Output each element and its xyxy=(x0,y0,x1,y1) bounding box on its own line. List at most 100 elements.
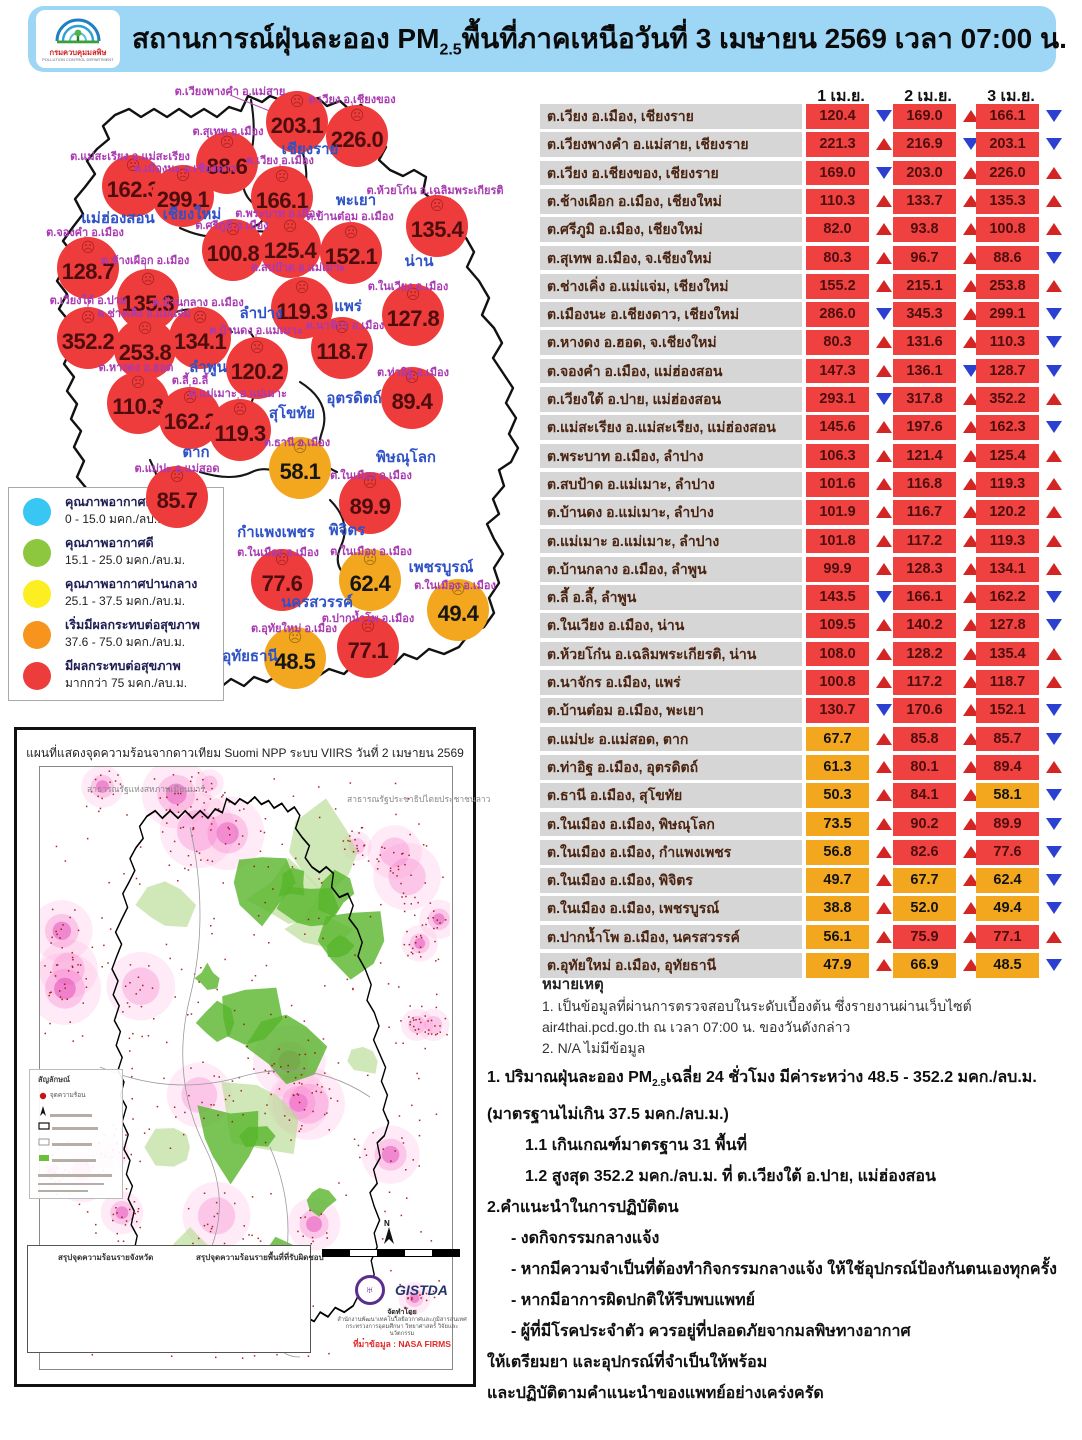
province-label: พิษณุโลก xyxy=(375,449,437,466)
trend-up-icon xyxy=(876,449,892,462)
value-cell: 216.9 xyxy=(893,132,956,158)
station-label: ต.เวียงใต้ อ.ปาย xyxy=(49,295,127,307)
sad-face-icon: ☹ xyxy=(232,401,248,417)
legend-hotspot-label: จุดความร้อน xyxy=(49,1092,86,1099)
summary-line: 1.1 เกินเกณฑ์มาตรฐาน 31 พื้นที่ xyxy=(525,1137,748,1155)
aqi-level-dot xyxy=(23,662,51,690)
summary-block: 1. ปริมาณฝุ่นละออง PM2.5เฉลี่ย 24 ชั่วโม… xyxy=(487,1062,1079,1409)
table-row: ต.จองคำ อ.เมือง, แม่ฮ่องสอน 147.3 136.1 128… xyxy=(540,358,1070,384)
aqi-legend-item: เริ่มมีผลกระทบต่อสุขภาพ 37.6 - 75.0 มคก./… xyxy=(21,617,217,657)
legend-country-border xyxy=(38,1122,98,1132)
station-value: 49.4 xyxy=(437,601,479,626)
station-value: 118.7 xyxy=(316,339,368,364)
table-row: ต.ช่างเคิ่ง อ.แม่แจ่ม, เชียงใหม่ 155.2 215… xyxy=(540,273,1070,299)
station-value: 127.8 xyxy=(386,306,440,331)
station-circle: ☹ 299.1 xyxy=(152,165,214,227)
table-row: ต.หางดง อ.ฮอด, จ.เชียงใหม่ 80.3 131.6 110.3 xyxy=(540,330,1070,356)
summary-line: และปฏิบัติตามคำแนะนำของแพทย์อย่างเคร่งคร… xyxy=(487,1385,824,1403)
trend-up-icon xyxy=(876,364,892,377)
summary-line: - งดกิจกรรมกลางแจ้ง xyxy=(511,1230,660,1248)
aqi-legend-range: 37.6 - 75.0 มคก./ลบ.ม. xyxy=(65,635,186,649)
province-label: พิจิตร xyxy=(328,522,366,539)
legend-forest xyxy=(38,1154,96,1164)
value-cell: 128.2 xyxy=(893,641,956,667)
station-label: ต.บ้านดง อ.แม่เมาะ xyxy=(209,325,303,337)
value-cell: 226.0 xyxy=(976,160,1039,186)
station-name-cell: ต.ห้วยโก๋น อ.เฉลิมพระเกียรติ, น่าน xyxy=(540,641,802,667)
station-circle: ☹ 125.4 xyxy=(259,216,321,278)
value-cell: 121.4 xyxy=(893,443,956,469)
station-value: 89.9 xyxy=(349,494,391,519)
trend-up-icon xyxy=(876,732,892,745)
value-cell: 89.4 xyxy=(976,754,1039,780)
credit-source: ที่มาข้อมูล : NASA FIRMS xyxy=(353,1339,451,1349)
value-cell: 62.4 xyxy=(976,868,1039,893)
value-cell: 286.0 xyxy=(806,302,869,327)
legend-north xyxy=(38,1106,92,1117)
value-cell: 140.2 xyxy=(893,613,956,639)
station-name-cell: ต.ในเวียง อ.เมือง, น่าน xyxy=(540,613,802,639)
station-name-cell: ต.อุทัยใหม่ อ.เมือง, อุทัยธานี xyxy=(540,953,802,978)
sad-face-icon: ☹ xyxy=(450,581,466,597)
pcd-logo-icon xyxy=(55,18,101,44)
station-value: 120.2 xyxy=(230,359,284,384)
station-name-cell: ต.ลี้ อ.ลี้, ลำพูน xyxy=(540,585,802,610)
trend-up-icon xyxy=(1046,647,1062,660)
trend-up-icon xyxy=(876,506,892,519)
table-row: ต.เวียง อ.เชียงของ, เชียงราย 169.0 203.0 22… xyxy=(540,160,1070,186)
station-label: ต.ลี้ อ.ลี้ xyxy=(171,375,209,387)
station-name-cell: ต.ปากน้ำโพ อ.เมือง, นครสวรรค์ xyxy=(540,924,802,950)
country-border-icon xyxy=(38,1122,50,1130)
trend-up-icon xyxy=(963,845,979,858)
station-value: 89.4 xyxy=(391,389,433,414)
hotspot-dot-icon xyxy=(39,1092,47,1100)
station-value: 119.3 xyxy=(276,299,328,324)
value-cell: 61.3 xyxy=(806,754,869,780)
station-value: 135.4 xyxy=(410,217,464,242)
station-value: 88.6 xyxy=(206,154,248,179)
trend-down-icon xyxy=(1046,251,1062,264)
station-label: ต.อุทัยใหม่ อ.เมือง xyxy=(250,623,338,635)
page-title-sub: 2.5 xyxy=(439,41,462,59)
station-name-cell: ต.บ้านกลาง อ.เมือง, ลำพูน xyxy=(540,556,802,582)
trend-up-icon xyxy=(963,251,979,264)
station-label: ต.บ้านกลาง อ.เมือง xyxy=(152,297,244,309)
value-cell: 82.6 xyxy=(893,839,956,865)
table-row: ต.ปากน้ำโพ อ.เมือง, นครสวรรค์ 56.1 75.9 77.… xyxy=(540,924,1070,950)
province-border-icon xyxy=(38,1138,50,1146)
trend-up-icon xyxy=(876,421,892,434)
trend-up-icon xyxy=(963,534,979,547)
sad-face-icon: ☹ xyxy=(192,309,208,325)
aqi-legend-text: คุณภาพอากาศดี 15.1 - 25.0 มคก./ลบ.ม. xyxy=(65,535,185,568)
station-label: ต.ในเมือง อ.เมือง xyxy=(414,580,496,592)
aqi-level-dot xyxy=(23,580,51,608)
sad-face-icon: ☹ xyxy=(294,279,310,295)
trend-up-icon xyxy=(1046,194,1062,207)
province-label: เชียงใหม่ xyxy=(162,206,222,223)
station-value: 119.3 xyxy=(214,421,266,446)
notes-block: หมายเหตุ 1. เป็นข้อมูลที่ผ่านการตรวจสอบใ… xyxy=(542,974,972,1059)
value-cell: 166.1 xyxy=(976,104,1039,129)
station-name-cell: ต.เวียงใต้ อ.ปาย, แม่ฮ่องสอน xyxy=(540,387,802,412)
station-circle: ☹ 134.1 xyxy=(169,307,231,369)
trend-down-icon xyxy=(1046,591,1062,604)
table-row: ต.เวียง อ.เมือง, เชียงราย 120.4 169.0 166.1 xyxy=(540,104,1070,129)
satellite-legend: สัญลักษณ์ จุดความร้อน xyxy=(29,1069,123,1199)
value-cell: 118.7 xyxy=(976,670,1039,695)
aqi-legend-label: คุณภาพอากาศปานกลาง xyxy=(65,577,198,591)
table-row: ต.แม่ปะ อ.แม่สอด, ตาก 67.7 85.8 85.7 xyxy=(540,726,1070,752)
value-cell: 77.1 xyxy=(976,924,1039,950)
sad-face-icon: ☹ xyxy=(169,468,185,484)
value-cell: 96.7 xyxy=(893,245,956,271)
station-name-cell: ต.เวียงพางคำ อ.แม่สาย, เชียงราย xyxy=(540,132,802,158)
trend-up-icon xyxy=(963,591,979,604)
value-cell: 56.8 xyxy=(806,839,869,865)
summary-line: ให้เตรียมยา และอุปกรณ์ที่จำเป็นให้พร้อม xyxy=(487,1354,768,1372)
note-line: air4thai.pcd.go.th ณ เวลา 07:00 น. ของวั… xyxy=(542,1019,851,1035)
station-label: ต.ห้วยโก๋น อ.เฉลิมพระเกียรติ xyxy=(366,185,504,197)
station-value: 352.2 xyxy=(61,329,115,354)
summary-line: - หากมีความจำเป็นที่ต้องทำกิจกรรมกลางแจ้… xyxy=(511,1261,1057,1279)
notes-heading: หมายเหตุ xyxy=(542,976,604,993)
table-row: ต.แม่เมาะ อ.แม่เมาะ, ลำปาง 101.8 117.2 119.… xyxy=(540,528,1070,554)
